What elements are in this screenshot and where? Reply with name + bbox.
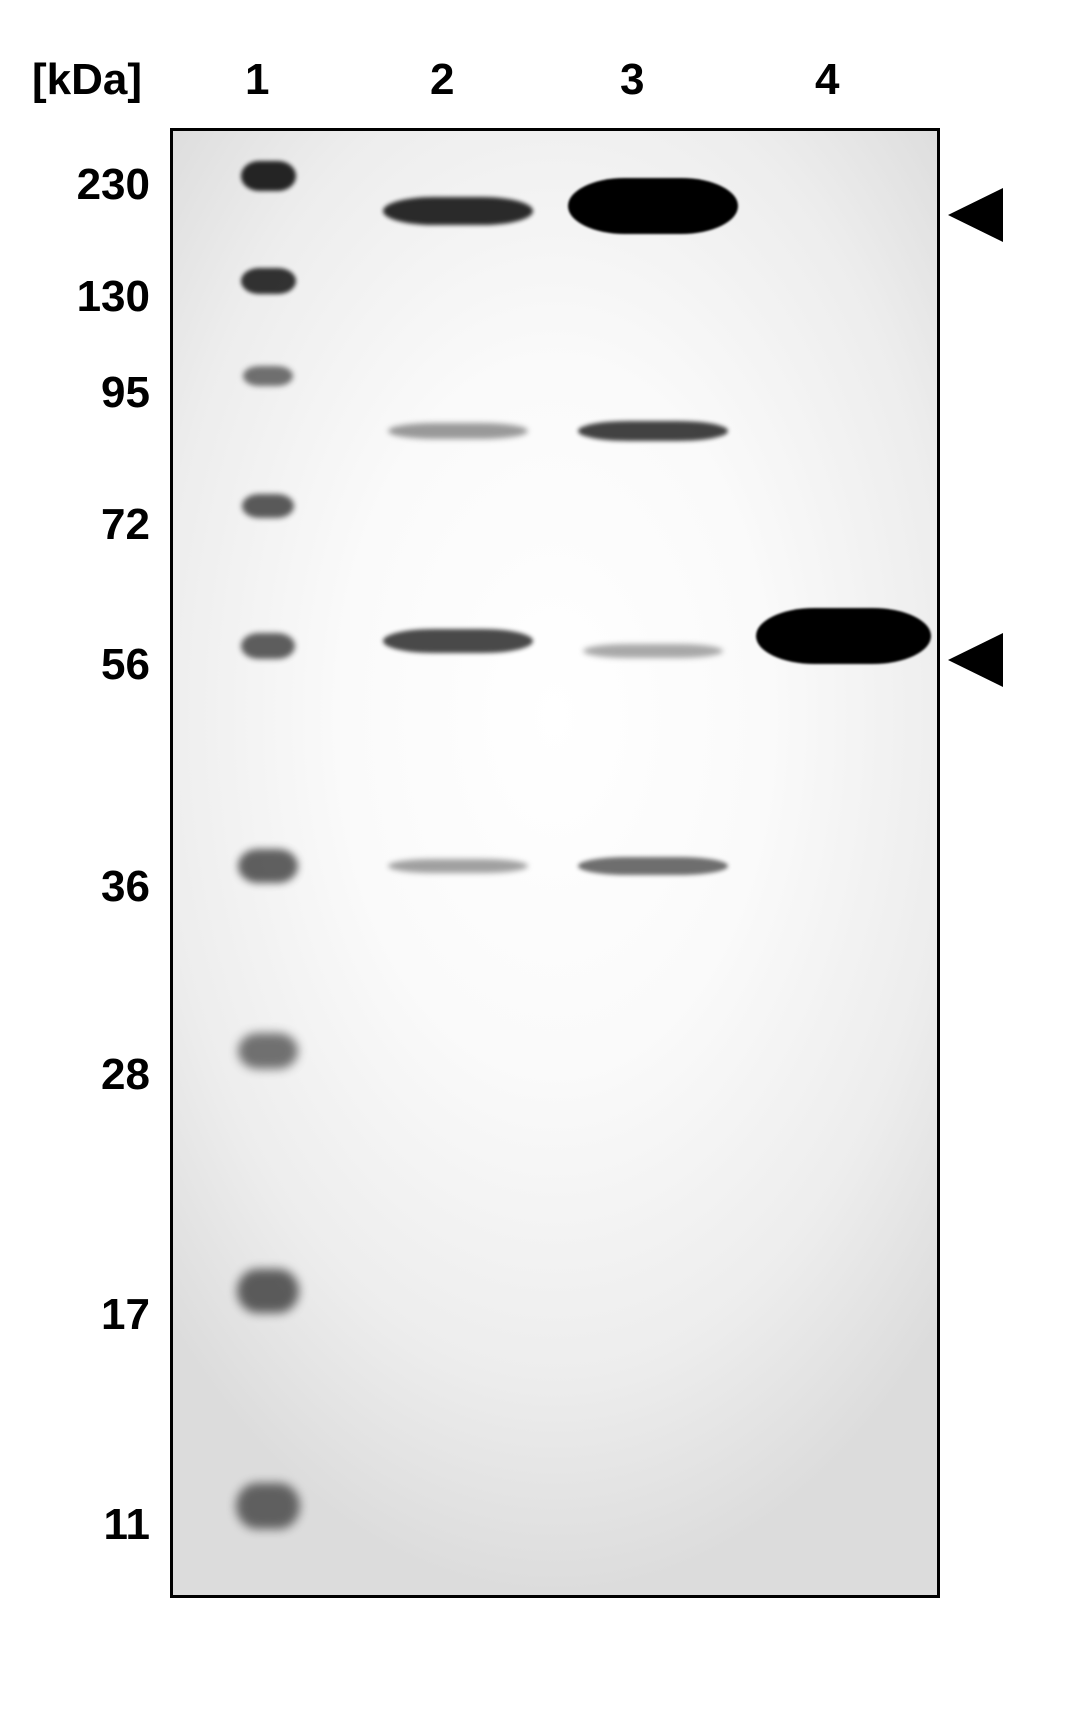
band-lane4-56-strong (756, 608, 931, 664)
band-marker-95 (243, 366, 293, 386)
mw-label-72: 72 (40, 500, 150, 550)
band-marker-56 (241, 633, 295, 659)
lane-number-2: 2 (430, 55, 454, 105)
band-marker-17 (237, 1269, 299, 1313)
band-lane2-high (383, 197, 533, 225)
band-lane3-mid80 (578, 421, 728, 441)
kda-unit-label: [kDa] (32, 55, 142, 105)
band-lane2-36 (388, 859, 528, 873)
band-lane2-mid80 (388, 423, 528, 439)
mw-label-17: 17 (40, 1290, 150, 1340)
mw-label-28: 28 (40, 1050, 150, 1100)
band-lane3-36 (578, 857, 728, 875)
band-marker-230 (241, 161, 296, 191)
arrowhead-lower (948, 633, 1003, 687)
lane-number-3: 3 (620, 55, 644, 105)
lane-number-1: 1 (245, 55, 269, 105)
mw-label-36: 36 (40, 862, 150, 912)
band-lane3-high-strong (568, 178, 738, 234)
band-lane2-56 (383, 629, 533, 653)
western-blot-figure: [kDa] 1 2 3 4 230 130 95 72 56 36 28 17 … (0, 0, 1080, 1728)
band-lane3-56-faint (583, 644, 723, 658)
mw-label-130: 130 (40, 272, 150, 322)
mw-label-230: 230 (40, 160, 150, 210)
band-marker-11 (236, 1483, 300, 1529)
band-marker-72 (242, 494, 294, 518)
mw-label-56: 56 (40, 640, 150, 690)
lane-number-4: 4 (815, 55, 839, 105)
arrowhead-upper (948, 188, 1003, 242)
blot-membrane-frame (170, 128, 940, 1598)
band-marker-28 (238, 1033, 298, 1069)
mw-label-95: 95 (40, 368, 150, 418)
band-marker-130 (241, 268, 296, 294)
band-marker-36 (238, 849, 298, 883)
mw-label-11: 11 (40, 1500, 150, 1550)
